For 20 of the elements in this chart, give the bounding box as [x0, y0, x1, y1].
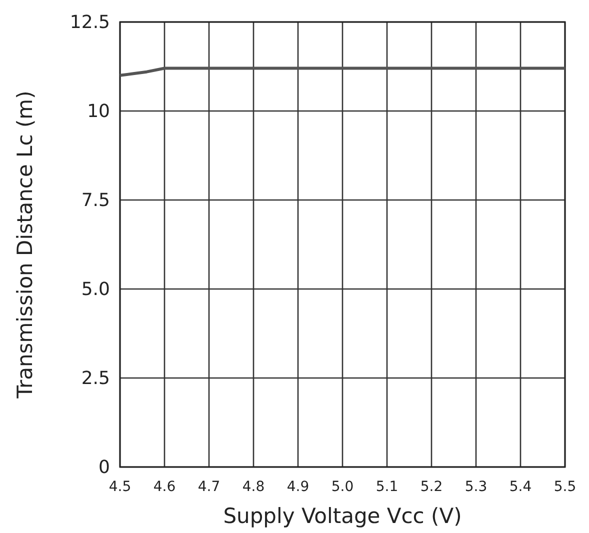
x-tick-label: 4.6 [153, 479, 176, 495]
line-series [118, 66, 566, 77]
x-tick-label: 5.0 [331, 479, 354, 495]
y-tick-label: 2.5 [81, 368, 110, 389]
x-tick-label: 4.7 [198, 479, 220, 495]
x-tick-label: 5.3 [464, 479, 488, 495]
x-tick-label: 4.5 [108, 479, 132, 495]
y-tick-label: 10 [87, 101, 110, 122]
y-axis-title: Transmission Distance Lc (m) [13, 90, 37, 400]
y-tick-label: 7.5 [81, 190, 110, 211]
y-tick-label: 5.0 [81, 279, 110, 300]
y-tick-label: 12.5 [70, 12, 110, 33]
x-tick-label: 5.4 [509, 479, 532, 495]
x-tick-label: 5.2 [420, 479, 443, 495]
x-tick-label: 4.9 [286, 479, 310, 495]
x-tick-label: 5.5 [554, 479, 576, 495]
x-axis-title: Supply Voltage Vcc (V) [223, 504, 462, 528]
y-tick-label: 0 [98, 457, 110, 478]
x-tick-label: 4.8 [242, 479, 265, 495]
x-tick-label: 5.1 [376, 479, 398, 495]
